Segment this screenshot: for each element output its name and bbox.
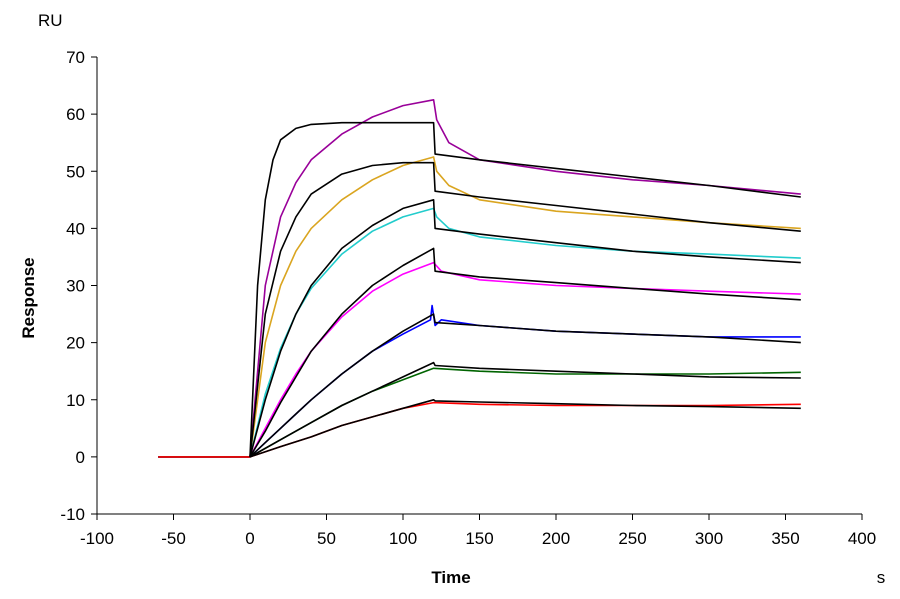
- fit-curve-11: [249, 361, 801, 458]
- fit-curve-9: [249, 313, 801, 458]
- x-tick-label: 400: [848, 529, 876, 548]
- x-tick-label: 100: [389, 529, 417, 548]
- x-tick-label: 50: [317, 529, 336, 548]
- y-tick-label: 60: [66, 105, 85, 124]
- y-tick-label: 50: [66, 162, 85, 181]
- y-tick-label: 40: [66, 219, 85, 238]
- fit-curve-5: [249, 199, 801, 458]
- plot-area: [158, 99, 801, 458]
- y-tick-label: 30: [66, 277, 85, 296]
- y-tick-label: -10: [60, 505, 85, 524]
- x-tick-label: -50: [161, 529, 186, 548]
- x-unit-label: s: [877, 568, 886, 587]
- y-tick-label: 70: [66, 48, 85, 67]
- fit-curve-3: [249, 161, 801, 457]
- y-tick-label: 10: [66, 391, 85, 410]
- measured-curve-2: [158, 156, 801, 458]
- measured-curve-6: [158, 261, 801, 458]
- measured-curve-0: [158, 99, 801, 458]
- x-tick-label: 350: [771, 529, 799, 548]
- x-tick-label: -100: [80, 529, 114, 548]
- y-tick-label: 0: [76, 448, 85, 467]
- unit-label: RU: [38, 11, 63, 30]
- fit-curve-1: [249, 121, 801, 457]
- y-tick-label: 20: [66, 334, 85, 353]
- fit-curve-7: [249, 247, 801, 458]
- x-tick-label: 150: [465, 529, 493, 548]
- x-tick-label: 250: [618, 529, 646, 548]
- y-axis-label: Response: [19, 257, 38, 338]
- measured-curve-8: [158, 304, 801, 458]
- measured-curve-4: [158, 207, 801, 458]
- x-tick-label: 300: [695, 529, 723, 548]
- x-tick-label: 0: [245, 529, 254, 548]
- x-tick-label: 200: [542, 529, 570, 548]
- x-axis-label: Time: [431, 568, 470, 587]
- fit-curve-13: [249, 398, 801, 458]
